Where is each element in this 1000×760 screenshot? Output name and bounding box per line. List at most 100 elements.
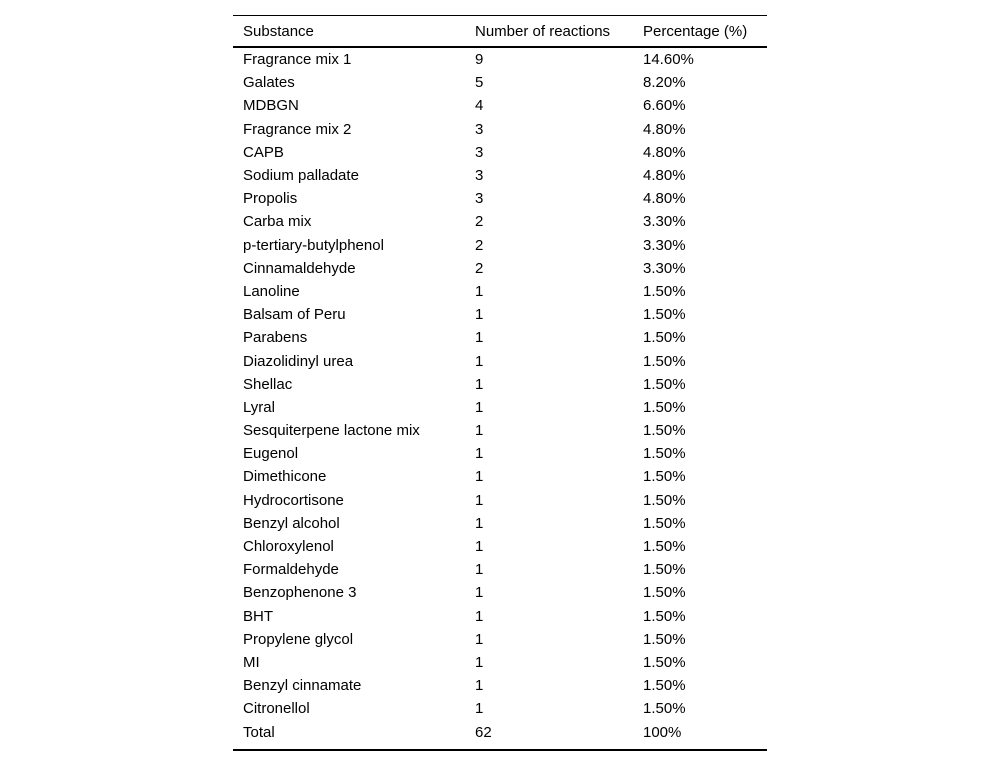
header-row: Substance Number of reactions Percentage… [233,16,767,47]
percentage-cell: 4.80% [643,120,686,138]
percentage-cell: 3.30% [643,213,686,231]
reactions-cell: 3 [475,190,484,208]
table-row: Fragrance mix 2 3 4.80% [233,118,767,141]
substance-cell: BHT [243,607,273,625]
percentage-cell: 1.50% [643,561,686,579]
substance-cell: Fragrance mix 1 [243,51,352,69]
substance-cell: Balsam of Peru [243,306,346,324]
substance-reactions-table-container: Substance Number of reactions Percentage… [233,15,767,751]
substance-cell: Propolis [243,190,298,208]
table-row: Benzyl cinnamate 1 1.50% [233,674,767,697]
table-row: Balsam of Peru 1 1.50% [233,303,767,326]
reactions-cell: 1 [475,375,484,393]
table-row: Citronellol 1 1.50% [233,697,767,720]
percentage-cell: 100% [643,723,682,741]
substance-cell: Benzophenone 3 [243,584,357,602]
percentage-cell: 1.50% [643,282,686,300]
percentage-cell: 4.80% [643,190,686,208]
table-row: p-tertiary-butylphenol 2 3.30% [233,234,767,257]
substance-reactions-table: Substance Number of reactions Percentage… [233,15,767,751]
column-header-substance: Substance [243,22,314,40]
reactions-cell: 1 [475,561,484,579]
reactions-cell: 1 [475,282,484,300]
total-row: Total 62 100% [233,720,767,749]
reactions-cell: 1 [475,445,484,463]
table-row: Lyral 1 1.50% [233,396,767,419]
substance-cell: Shellac [243,375,293,393]
percentage-cell: 1.50% [643,607,686,625]
table-row: Diazolidinyl urea 1 1.50% [233,349,767,372]
percentage-cell: 1.50% [643,352,686,370]
table-row: Propolis 3 4.80% [233,187,767,210]
percentage-cell: 1.50% [643,398,686,416]
substance-cell: p-tertiary-butylphenol [243,236,384,254]
substance-cell: Cinnamaldehyde [243,259,356,277]
substance-cell: Fragrance mix 2 [243,120,352,138]
reactions-cell: 62 [475,723,492,741]
substance-cell: MI [243,653,260,671]
percentage-cell: 4.80% [643,143,686,161]
reactions-cell: 1 [475,630,484,648]
substance-cell: Citronellol [243,700,310,718]
reactions-cell: 1 [475,491,484,509]
reactions-cell: 1 [475,398,484,416]
percentage-cell: 1.50% [643,653,686,671]
reactions-cell: 1 [475,607,484,625]
percentage-cell: 1.50% [643,329,686,347]
reactions-cell: 1 [475,514,484,532]
substance-cell: Sesquiterpene lactone mix [243,422,420,440]
reactions-cell: 3 [475,143,484,161]
percentage-cell: 1.50% [643,468,686,486]
table-row: Fragrance mix 1 9 14.60% [233,47,767,71]
substance-cell: Propylene glycol [243,630,354,648]
substance-cell: Sodium palladate [243,167,359,185]
reactions-cell: 2 [475,236,484,254]
percentage-cell: 1.50% [643,306,686,324]
substance-cell: Formaldehyde [243,561,339,579]
table-row: Hydrocortisone 1 1.50% [233,489,767,512]
percentage-cell: 3.30% [643,236,686,254]
table-row: Galates 5 8.20% [233,71,767,94]
substance-cell: Hydrocortisone [243,491,344,509]
reactions-cell: 1 [475,329,484,347]
table-row: Parabens 1 1.50% [233,326,767,349]
percentage-cell: 1.50% [643,630,686,648]
substance-cell: Benzyl alcohol [243,514,340,532]
substance-cell: Lyral [243,398,275,416]
column-header-number-of-reactions: Number of reactions [475,22,611,40]
table-header: Substance Number of reactions Percentage… [233,16,767,47]
table-row: Dimethicone 1 1.50% [233,465,767,488]
reactions-cell: 1 [475,306,484,324]
table-row: Benzophenone 3 1 1.50% [233,581,767,604]
percentage-cell: 14.60% [643,51,694,69]
table-row: CAPB 3 4.80% [233,141,767,164]
table-row: Benzyl alcohol 1 1.50% [233,512,767,535]
reactions-cell: 3 [475,120,484,138]
reactions-cell: 2 [475,213,484,231]
reactions-cell: 4 [475,97,484,115]
percentage-cell: 4.80% [643,167,686,185]
reactions-cell: 1 [475,653,484,671]
substance-cell: Carba mix [243,213,312,231]
percentage-cell: 3.30% [643,259,686,277]
substance-cell: Total [243,723,275,741]
table-row: Shellac 1 1.50% [233,373,767,396]
substance-cell: Benzyl cinnamate [243,677,362,695]
substance-cell: Chloroxylenol [243,538,334,556]
substance-cell: Lanoline [243,282,300,300]
table-row: MI 1 1.50% [233,651,767,674]
table-row: Sodium palladate 3 4.80% [233,164,767,187]
reactions-cell: 3 [475,167,484,185]
substance-cell: Diazolidinyl urea [243,352,354,370]
column-header-percentage: Percentage (%) [643,22,748,40]
reactions-cell: 1 [475,352,484,370]
table-row: Sesquiterpene lactone mix 1 1.50% [233,419,767,442]
table-row: Chloroxylenol 1 1.50% [233,535,767,558]
reactions-cell: 9 [475,51,484,69]
reactions-cell: 1 [475,422,484,440]
substance-cell: Dimethicone [243,468,327,486]
percentage-cell: 6.60% [643,97,686,115]
table-row: Formaldehyde 1 1.50% [233,558,767,581]
percentage-cell: 1.50% [643,422,686,440]
percentage-cell: 1.50% [643,491,686,509]
